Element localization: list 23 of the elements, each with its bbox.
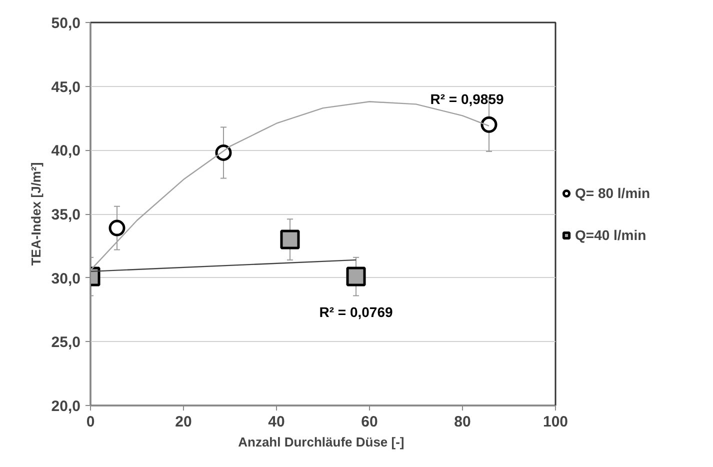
y-tick-label: 25,0 <box>51 334 81 352</box>
y-tick-label: 35,0 <box>51 206 81 224</box>
x-tick-label: 40 <box>268 414 285 430</box>
y-tick-label: 30,0 <box>51 270 81 288</box>
point <box>108 220 126 236</box>
y-tick-label: 50,0 <box>51 15 81 32</box>
y-tick-label: 20,0 <box>51 398 81 415</box>
point <box>280 230 300 250</box>
legend-label: Q= 80 l/min <box>575 184 650 200</box>
x-tick-label: 80 <box>454 414 471 430</box>
x-tick-label: 100 <box>542 414 568 430</box>
annotation: R² = 0,9859 <box>430 90 504 107</box>
y-tick-label: 45,0 <box>51 78 81 96</box>
x-tick-label: 20 <box>175 414 192 430</box>
x-tick-label: 60 <box>361 414 378 430</box>
point <box>346 266 366 286</box>
annotation: R² = 0,0769 <box>319 304 394 320</box>
y-tick-label: 40,0 <box>51 142 81 160</box>
y-axis-title: TEA-Index [J/m²] <box>28 162 44 266</box>
x-tick-label: 0 <box>86 414 95 430</box>
point <box>480 116 498 133</box>
legend-label: Q=40 l/min <box>575 226 646 242</box>
x-axis-title: Anzahl Durchläufe Düse [-] <box>238 434 404 450</box>
